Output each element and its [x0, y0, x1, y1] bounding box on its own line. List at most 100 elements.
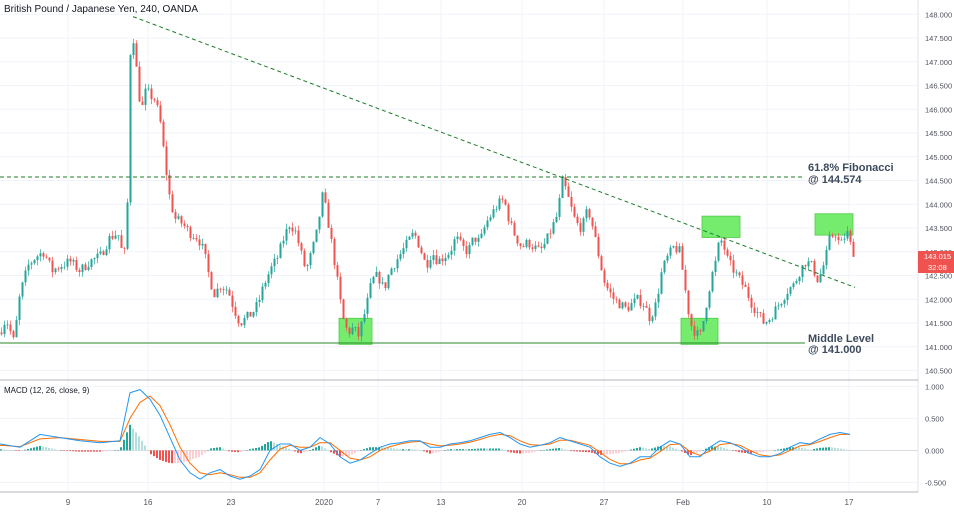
candle-body [750, 297, 753, 308]
candle-body [624, 302, 627, 307]
last-price-bg [918, 251, 954, 262]
candle-body [48, 257, 51, 261]
macd-histogram-bar [237, 450, 239, 453]
macd-histogram-bar [234, 450, 236, 452]
candle-body [111, 235, 114, 239]
macd-histogram-bar [798, 447, 800, 451]
candle-body [630, 303, 633, 311]
candle-body [444, 257, 447, 262]
candle-body [33, 260, 36, 264]
candle-body [231, 295, 234, 307]
candle-body [642, 305, 645, 307]
candle-body [741, 275, 744, 285]
macd-histogram-bar [834, 447, 836, 451]
macd-histogram-bar [39, 445, 41, 451]
candle-body [312, 241, 315, 254]
candle-body [78, 270, 81, 273]
macd-histogram-bar [258, 447, 260, 451]
candle-body [834, 236, 837, 238]
macd-histogram-bar [21, 450, 23, 451]
macd-histogram-bar [243, 450, 245, 452]
macd-histogram-bar [585, 450, 587, 453]
candle-body [714, 260, 717, 273]
macd-histogram-bar [672, 447, 674, 451]
macd-histogram-bar [618, 450, 620, 454]
candle-body [837, 236, 840, 241]
macd-tick-label: -0.500 [925, 478, 946, 487]
macd-histogram-bar [732, 450, 734, 451]
candle-body [690, 314, 693, 327]
candle-body [648, 307, 651, 322]
candle-body [327, 202, 330, 228]
candle-body [93, 258, 96, 260]
candle-body [156, 100, 159, 106]
candle-body [144, 88, 147, 105]
candle-body [627, 306, 630, 311]
candle-body [201, 243, 204, 246]
candle-body [669, 247, 672, 256]
candle-body [780, 303, 783, 306]
macd-histogram-bar [126, 432, 128, 451]
candle-body [174, 212, 177, 219]
candle-body [819, 274, 822, 283]
candle-body [357, 327, 360, 337]
candle-body [153, 99, 156, 101]
candle-body [21, 282, 24, 297]
candle-body [483, 227, 486, 234]
annotation-label: 61.8% Fibonacci [808, 162, 894, 174]
macd-histogram-bar [135, 432, 137, 451]
macd-histogram-bar [837, 448, 839, 451]
macd-histogram-bar [165, 450, 167, 462]
candle-body [72, 259, 75, 262]
macd-histogram-bar [159, 450, 161, 460]
candle-body [723, 240, 726, 250]
candle-body [615, 298, 618, 300]
candle-body [369, 283, 372, 298]
macd-histogram-bar [804, 448, 806, 451]
candle-body [237, 315, 240, 324]
macd-histogram-bar [378, 447, 380, 451]
macd-histogram-bar [615, 450, 617, 454]
candle-body [654, 302, 657, 317]
candle-body [195, 237, 198, 240]
candle-body [507, 204, 510, 222]
macd-histogram-bar [30, 448, 32, 451]
macd-histogram-bar [546, 449, 548, 451]
macd-histogram-bar [591, 450, 593, 453]
candle-body [285, 229, 288, 241]
macd-histogram-bar [810, 449, 812, 451]
macd-histogram-bar [285, 447, 287, 451]
candle-body [165, 146, 168, 175]
candle-body [399, 254, 402, 260]
macd-histogram-bar [696, 450, 698, 453]
macd-histogram-bar [489, 448, 491, 451]
candle-body [783, 300, 786, 304]
candle-body [402, 248, 405, 255]
macd-histogram-bar [303, 450, 305, 453]
candle-body [69, 258, 72, 262]
candle-body [621, 302, 624, 309]
candle-body [99, 251, 102, 254]
candle-body [828, 235, 831, 250]
axes [0, 0, 919, 493]
macd-histogram-bar [69, 450, 71, 452]
candle-body [66, 258, 69, 267]
macd-histogram-bar [702, 450, 704, 451]
candle-body [324, 192, 327, 203]
candle-body [411, 232, 414, 237]
macd-histogram-bar [90, 450, 92, 452]
macd-histogram-bar [27, 448, 29, 451]
macd-histogram-bar [687, 450, 689, 455]
macd-histogram-bar [63, 450, 65, 451]
candle-body [774, 306, 777, 320]
candle-body [75, 259, 78, 271]
candle-body [537, 245, 540, 247]
candle-body [681, 246, 684, 270]
macd-histogram-bar [24, 449, 26, 451]
macd-histogram-bar [807, 449, 809, 451]
macd-histogram-bar [498, 448, 500, 451]
candle-body [243, 317, 246, 326]
macd-tick-label: 0.000 [925, 446, 944, 455]
macd-histogram-bar [567, 450, 569, 451]
